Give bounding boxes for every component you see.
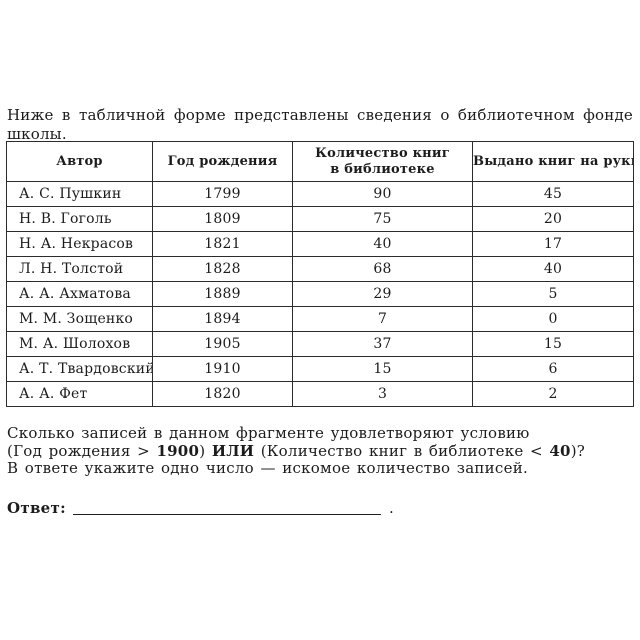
books-cell: 75 — [292, 206, 473, 232]
author-cell: Н. В. Гоголь — [6, 206, 153, 232]
year-cell: 1910 — [152, 356, 293, 382]
answer-blank-line — [72, 511, 381, 515]
answer-period: . — [388, 499, 395, 517]
library-fund-table: Автор Год рождения Количество книг в библ… — [6, 141, 634, 407]
year-cell: 1799 — [152, 181, 293, 207]
issued-cell: 6 — [472, 356, 634, 382]
author-cell: А. С. Пушкин — [6, 181, 153, 207]
author-cell: М. А. Шолохов — [6, 331, 153, 357]
issued-cell: 15 — [472, 331, 634, 357]
answer-row: Ответ:. — [7, 499, 394, 517]
author-cell: М. М. Зощенко — [6, 306, 153, 332]
table-row: Н. В. Гоголь 1809 75 20 — [6, 206, 634, 232]
column-header-year: Год рождения — [152, 141, 293, 182]
table-row: А. С. Пушкин 1799 90 45 — [6, 181, 634, 207]
year-cell: 1828 — [152, 256, 293, 282]
question-text: Сколько записей в данном фрагменте удовл… — [7, 424, 607, 478]
or-operator: ИЛИ — [211, 441, 255, 460]
column-header-issued: Выдано книг на руки — [472, 141, 634, 182]
column-header-books: Количество книг в библиотеке — [292, 141, 473, 182]
year-cell: 1809 — [152, 206, 293, 232]
question-line-1: Сколько записей в данном фрагменте удовл… — [7, 424, 530, 442]
books-cell: 90 — [292, 181, 473, 207]
issued-cell: 0 — [472, 306, 634, 332]
year-threshold: 1900 — [156, 441, 200, 460]
year-cell: 1905 — [152, 331, 293, 357]
books-cell: 37 — [292, 331, 473, 357]
books-cell: 40 — [292, 231, 473, 257]
issued-cell: 40 — [472, 256, 634, 282]
books-cell: 68 — [292, 256, 473, 282]
column-header-author: Автор — [6, 141, 153, 182]
header-row: Автор Год рождения Количество книг в библ… — [6, 141, 634, 182]
table-row: М. М. Зощенко 1894 7 0 — [6, 306, 634, 332]
author-cell: Н. А. Некрасов — [6, 231, 153, 257]
author-cell: Л. Н. Толстой — [6, 256, 153, 282]
issued-cell: 20 — [472, 206, 634, 232]
answer-label: Ответ: — [7, 499, 66, 517]
issued-cell: 45 — [472, 181, 634, 207]
table-row: А. А. Фет 1820 3 2 — [6, 381, 634, 407]
books-cell: 3 — [292, 381, 473, 407]
question-line-2: (Год рождения > 1900) ИЛИ (Количество кн… — [7, 441, 586, 460]
table-row: А. Т. Твардовский 1910 15 6 — [6, 356, 634, 382]
table-row: Н. А. Некрасов 1821 40 17 — [6, 231, 634, 257]
books-cell: 15 — [292, 356, 473, 382]
question-line-3: В ответе укажите одно число — искомое ко… — [7, 459, 528, 478]
author-cell: А. А. Ахматова — [6, 281, 153, 307]
intro-text: Ниже в табличной форме представлены свед… — [7, 106, 633, 143]
year-cell: 1894 — [152, 306, 293, 332]
year-cell: 1821 — [152, 231, 293, 257]
author-cell: А. А. Фет — [6, 381, 153, 407]
books-cell: 7 — [292, 306, 473, 332]
year-cell: 1820 — [152, 381, 293, 407]
issued-cell: 2 — [472, 381, 634, 407]
issued-cell: 5 — [472, 281, 634, 307]
author-cell: А. Т. Твардовский — [6, 356, 153, 382]
year-cell: 1889 — [152, 281, 293, 307]
table-row: Л. Н. Толстой 1828 68 40 — [6, 256, 634, 282]
issued-cell: 17 — [472, 231, 634, 257]
table-row: А. А. Ахматова 1889 29 5 — [6, 281, 634, 307]
books-threshold: 40 — [549, 441, 571, 460]
table-row: М. А. Шолохов 1905 37 15 — [6, 331, 634, 357]
books-cell: 29 — [292, 281, 473, 307]
